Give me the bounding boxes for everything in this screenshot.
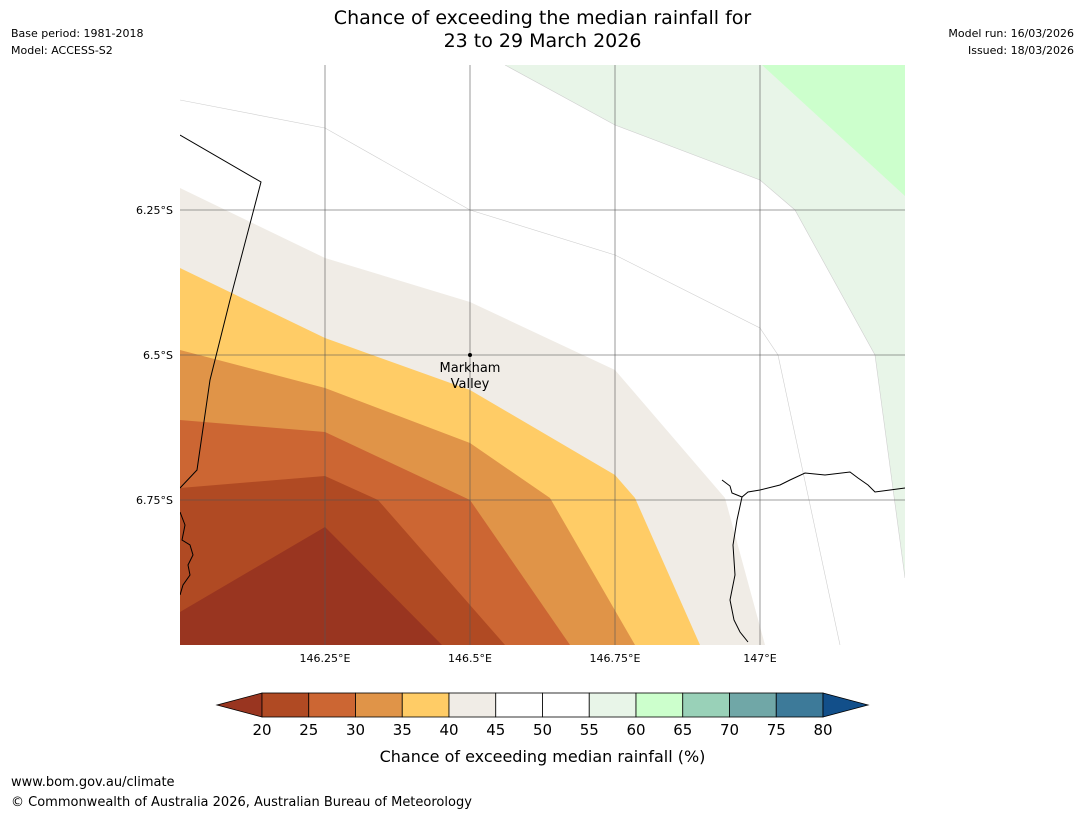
base-period: Base period: 1981-2018	[11, 27, 144, 40]
colorbar-tick-label: 70	[720, 721, 739, 739]
place-label-line1: Markham	[440, 361, 501, 376]
colorbar: 20 25 30 35 40 45 50 55 60 65 70 75 80 Chance of exce…	[215, 692, 870, 766]
colorbar-swatch	[682, 692, 730, 718]
gridlines	[180, 65, 905, 645]
footer-copyright: © Commonwealth of Australia 2026, Austra…	[11, 795, 472, 810]
colorbar-swatch	[729, 692, 777, 718]
colorbar-tick-label: 80	[813, 721, 832, 739]
title-line1: Chance of exceeding the median rainfall …	[333, 7, 752, 29]
place-label-line2: Valley	[451, 377, 490, 392]
colorbar-tick-label: 65	[673, 721, 692, 739]
band-below-20	[180, 527, 442, 645]
colorbar-under-arrow	[215, 692, 263, 718]
coastline-west	[180, 511, 194, 596]
page-title: Chance of exceeding the median rainfall …	[0, 7, 1085, 53]
markham-valley-marker	[468, 353, 472, 357]
colorbar-tick-label: 20	[252, 721, 271, 739]
coastlines	[180, 134, 905, 643]
colorbar-tick-label: 50	[533, 721, 552, 739]
colorbar-swatch	[261, 692, 310, 718]
colorbar-tick-label: 35	[393, 721, 412, 739]
colorbar-swatch	[495, 692, 543, 718]
colorbar-label: Chance of exceeding median rainfall (%)	[380, 747, 706, 766]
map-area	[180, 65, 905, 645]
colorbar-swatch	[775, 692, 824, 718]
axis-labels: 146.25°E 146.5°E 146.75°E 147°E 6.25°S 6.5°S 6…	[136, 204, 777, 665]
border-line	[180, 134, 262, 489]
colorbar-tick-label: 55	[580, 721, 599, 739]
issued-date: Issued: 18/03/2026	[967, 44, 1074, 57]
title-line2: 23 to 29 March 2026	[443, 30, 642, 52]
colorbar-tick-label: 45	[486, 721, 505, 739]
colorbar-swatch	[588, 692, 637, 718]
meta-left: Base period: 1981-2018 Model: ACCESS-S2	[11, 25, 143, 59]
lat-tick-label: 6.25°S	[136, 204, 173, 217]
model-name: Model: ACCESS-S2	[11, 44, 113, 57]
band-60-65	[762, 65, 905, 196]
band-55-60	[505, 65, 905, 578]
colorbar-tick-label: 30	[346, 721, 365, 739]
lon-tick-label: 146.75°E	[590, 652, 641, 665]
colorbar-swatch	[308, 692, 356, 718]
colorbar-swatch	[401, 692, 450, 718]
colorbar-tick-label: 75	[767, 721, 786, 739]
lon-tick-label: 147°E	[743, 652, 776, 665]
coastline-river	[729, 496, 749, 643]
colorbar-swatch	[542, 692, 590, 718]
colorbar-tick-label: 60	[626, 721, 645, 739]
coastline-east	[721, 471, 905, 498]
lat-tick-label: 6.75°S	[136, 494, 173, 507]
meta-right: Model run: 16/03/2026 Issued: 18/03/2026	[948, 25, 1074, 59]
colorbar-swatch	[448, 692, 497, 718]
colorbar-tick-label: 40	[439, 721, 458, 739]
lat-tick-label: 6.5°S	[143, 349, 173, 362]
lon-tick-label: 146.25°E	[300, 652, 351, 665]
lon-tick-label: 146.5°E	[448, 652, 492, 665]
colorbar-tick-label: 25	[299, 721, 318, 739]
footer-url[interactable]: www.bom.gov.au/climate	[11, 775, 175, 790]
model-run: Model run: 16/03/2026	[948, 27, 1074, 40]
colorbar-swatch	[355, 692, 403, 718]
colorbar-swatch	[635, 692, 684, 718]
colorbar-over-arrow	[822, 692, 870, 718]
